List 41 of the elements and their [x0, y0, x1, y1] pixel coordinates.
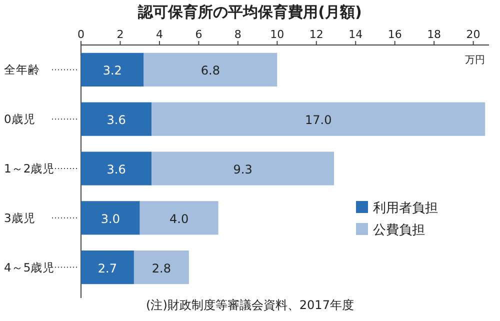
- y-tick-label: 3歳児: [4, 210, 36, 225]
- bar: [134, 250, 189, 284]
- y-tick-label: 1～2歳児: [4, 162, 55, 176]
- bar: [81, 201, 140, 235]
- x-tick-label: 12: [309, 28, 324, 41]
- annotation: (注)財政制度等審議会資料、2017年度: [146, 298, 354, 312]
- data-label: 2.8: [152, 261, 171, 276]
- x-tick-label: 8: [234, 28, 242, 41]
- chart-title: 認可保育所の平均保育費用(月額): [137, 3, 362, 21]
- bar: [152, 152, 334, 186]
- data-label: 3.0: [100, 212, 120, 226]
- x-tick-label: 0: [78, 28, 84, 41]
- bar: [81, 102, 152, 136]
- y-tick-label: 0歳児: [4, 112, 36, 126]
- legend-label: 公費負担: [373, 223, 425, 238]
- data-label: 6.8: [200, 64, 220, 78]
- data-label: 9.3: [233, 162, 252, 176]
- x-tick-label: 18: [427, 28, 442, 41]
- data-label: 2.7: [98, 261, 118, 276]
- data-label: 17.0: [304, 113, 332, 128]
- legend-label: 利用者負担: [373, 201, 438, 216]
- bar: [144, 52, 278, 86]
- x-tick-label: 4: [156, 28, 163, 41]
- data-label: 3.2: [102, 64, 122, 78]
- x-axis-title: 万円: [465, 55, 485, 66]
- data-label: 3.6: [106, 113, 126, 128]
- data-label: 3.6: [106, 162, 126, 176]
- y-tick-label: 4～5歳児: [4, 260, 55, 274]
- bar: [81, 250, 134, 284]
- x-tick-label: 6: [195, 28, 202, 41]
- x-tick-label: 2: [116, 28, 124, 41]
- y-tick-label: 全年齢: [4, 62, 40, 77]
- x-tick-label: 10: [270, 28, 284, 41]
- bar: [140, 201, 218, 235]
- bar: [81, 152, 152, 186]
- data-label: 4.0: [170, 212, 189, 226]
- x-tick-label: 20: [466, 28, 480, 41]
- x-tick-label: 16: [388, 28, 402, 41]
- x-tick-label: 14: [348, 28, 363, 41]
- bar: [152, 102, 486, 136]
- bar: [81, 52, 144, 86]
